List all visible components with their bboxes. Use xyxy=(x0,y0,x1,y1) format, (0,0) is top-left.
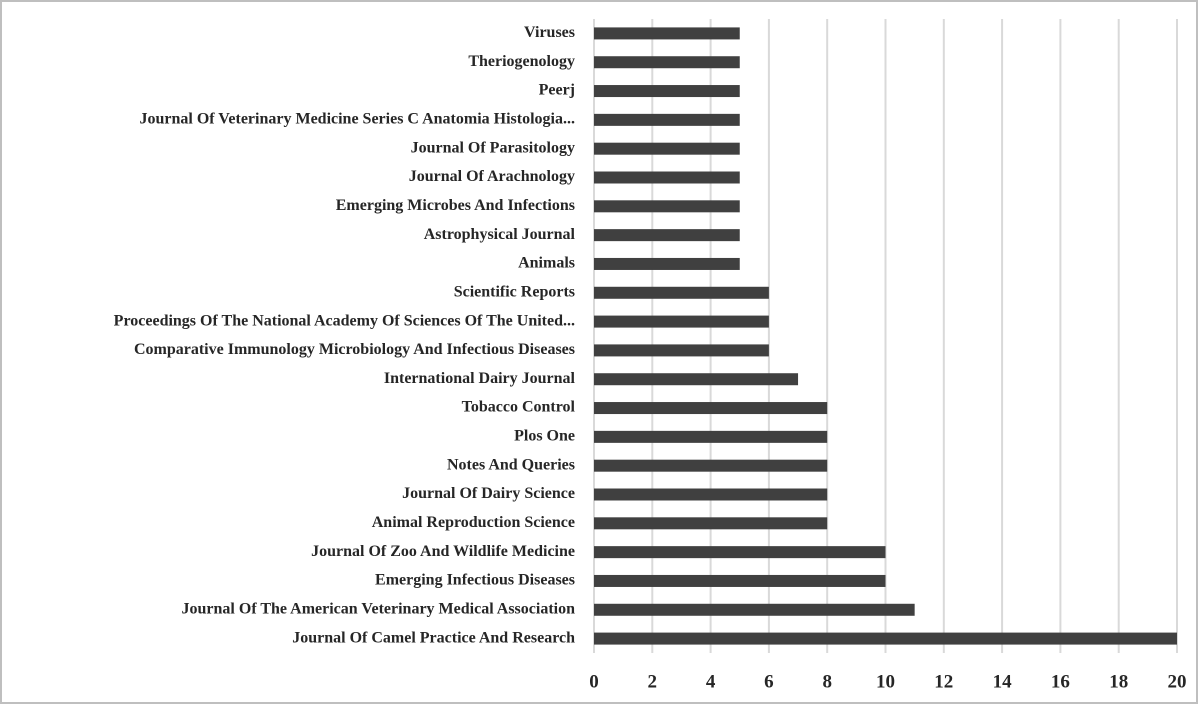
bar xyxy=(594,402,828,415)
y-tick-label: Journal Of Arachnology xyxy=(409,168,575,185)
y-tick-label: Animals xyxy=(518,255,575,272)
bar xyxy=(594,603,915,616)
x-tick-label: 2 xyxy=(648,671,658,692)
y-tick-label: Journal Of Dairy Science xyxy=(402,485,575,502)
bar xyxy=(594,373,799,386)
bar xyxy=(594,344,769,357)
y-tick-label: Journal Of The American Veterinary Medic… xyxy=(182,600,576,617)
y-tick-label: Journal Of Parasitology xyxy=(411,139,575,156)
y-tick-label: Emerging Infectious Diseases xyxy=(375,572,575,589)
y-tick-label: Plos One xyxy=(514,428,575,445)
bar xyxy=(594,459,828,472)
x-tick-label: 16 xyxy=(1051,671,1070,692)
bar xyxy=(594,171,740,184)
y-tick-label: Comparative Immunology Microbiology And … xyxy=(134,341,575,358)
y-tick-label: Astrophysical Journal xyxy=(424,226,576,243)
y-tick-label: Emerging Microbes And Infections xyxy=(336,197,575,214)
y-tick-label: International Dairy Journal xyxy=(384,370,576,387)
x-tick-label: 0 xyxy=(589,671,599,692)
y-tick-label: Notes And Queries xyxy=(447,456,575,473)
x-tick-label: 14 xyxy=(993,671,1013,692)
y-tick-label: Tobacco Control xyxy=(462,399,576,416)
x-tick-label: 12 xyxy=(934,671,953,692)
bar xyxy=(594,517,828,530)
bar xyxy=(594,286,769,299)
bar xyxy=(594,257,740,270)
x-tick-label: 4 xyxy=(706,671,716,692)
x-tick-label: 10 xyxy=(876,671,895,692)
x-tick-label: 20 xyxy=(1168,671,1187,692)
y-tick-label: Journal Of Camel Practice And Research xyxy=(292,629,575,646)
bar xyxy=(594,430,828,443)
x-tick-label: 18 xyxy=(1109,671,1128,692)
bar xyxy=(594,488,828,501)
bar xyxy=(594,632,1177,645)
bar xyxy=(594,229,740,242)
x-tick-label: 6 xyxy=(764,671,774,692)
y-tick-label: Scientific Reports xyxy=(454,283,575,300)
y-tick-label: Theriogenology xyxy=(468,53,575,70)
bar xyxy=(594,315,769,328)
bar xyxy=(594,85,740,98)
y-tick-label: Journal Of Veterinary Medicine Series C … xyxy=(139,111,575,128)
bar xyxy=(594,200,740,213)
y-tick-label: Peerj xyxy=(539,82,575,99)
y-tick-label: Animal Reproduction Science xyxy=(372,514,575,531)
bar xyxy=(594,574,886,587)
x-tick-label: 8 xyxy=(822,671,832,692)
y-tick-label: Viruses xyxy=(524,24,575,41)
bar xyxy=(594,142,740,155)
y-tick-label: Journal Of Zoo And Wildlife Medicine xyxy=(311,543,575,560)
bar xyxy=(594,546,886,559)
bar xyxy=(594,113,740,126)
bar xyxy=(594,27,740,40)
y-tick-label: Proceedings Of The National Academy Of S… xyxy=(114,312,575,329)
bar xyxy=(594,56,740,69)
